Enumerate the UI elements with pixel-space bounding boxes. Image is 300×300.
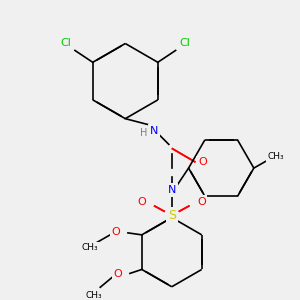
Text: N: N bbox=[168, 185, 176, 195]
Text: O: O bbox=[197, 197, 206, 207]
Text: Cl: Cl bbox=[61, 38, 71, 47]
Text: O: O bbox=[112, 227, 120, 237]
Text: CH₃: CH₃ bbox=[85, 291, 102, 300]
Text: CH₃: CH₃ bbox=[81, 243, 98, 252]
Text: S: S bbox=[168, 209, 176, 222]
Text: CH₃: CH₃ bbox=[267, 152, 284, 161]
Text: O: O bbox=[114, 269, 122, 279]
Text: H: H bbox=[140, 128, 148, 139]
Text: Cl: Cl bbox=[179, 38, 190, 47]
Text: O: O bbox=[138, 197, 146, 207]
Text: N: N bbox=[150, 125, 158, 136]
Text: O: O bbox=[198, 157, 207, 167]
